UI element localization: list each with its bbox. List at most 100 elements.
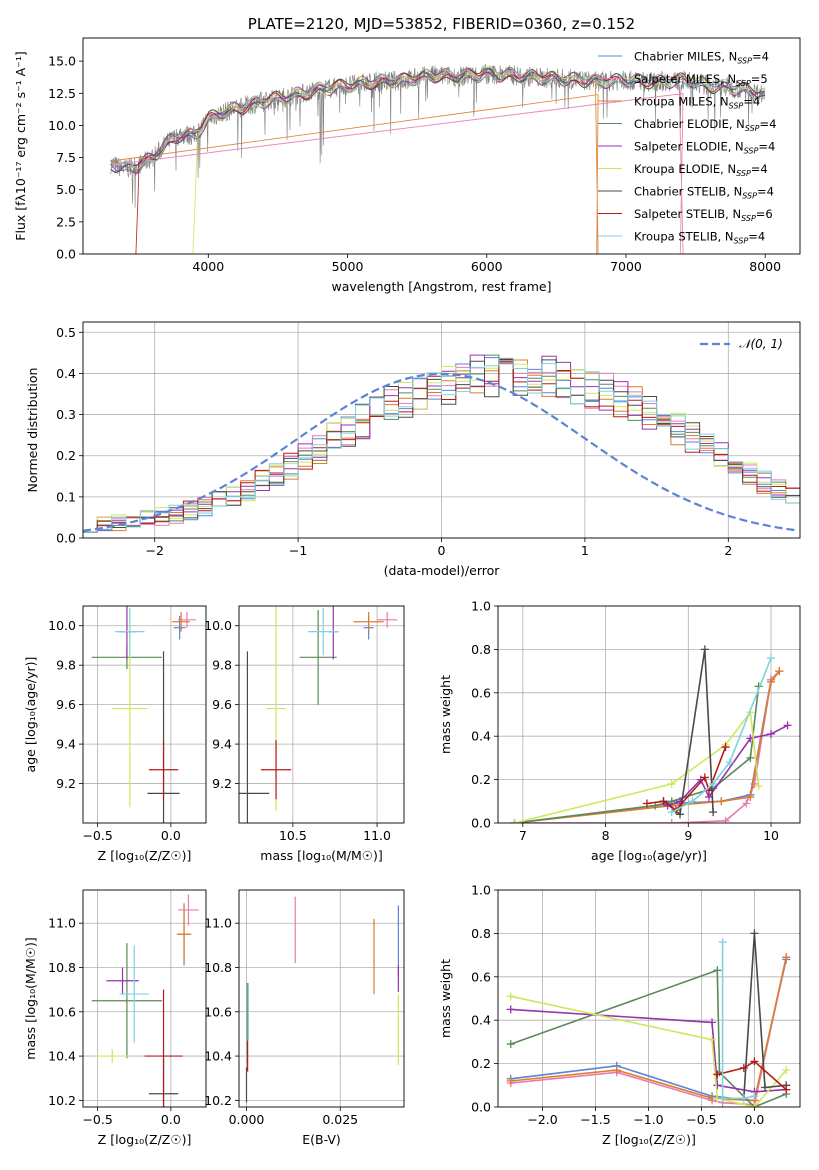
y-tick-label: 10.8 bbox=[204, 960, 232, 975]
y-tick-label: 10.0 bbox=[48, 618, 76, 633]
y-tick-label: 9.8 bbox=[212, 658, 232, 673]
legend-label-salpeter-miles: Salpeter MILES, NSSP=5 bbox=[634, 72, 768, 88]
y-tick-label: 10.8 bbox=[48, 960, 76, 975]
errorbar-kroupa-stelib bbox=[119, 945, 149, 1043]
weight-marker-chabrier-elodie bbox=[506, 1040, 515, 1049]
y-tick-label: 9.2 bbox=[56, 776, 76, 791]
legend-label-name: Salpeter MILES, N bbox=[634, 72, 736, 86]
legend-label-count: =4 bbox=[760, 117, 777, 131]
legend-label-name: Salpeter STELIB, N bbox=[634, 207, 741, 221]
weight-marker-kroupa-stelib bbox=[725, 758, 734, 767]
plot-area-age-vs-mass bbox=[239, 606, 404, 823]
errorbar-kroupa-stelib bbox=[115, 607, 145, 656]
panel-mass-vs-Z: −0.5 0.0 10.2 10.4 10.6 10.8 11.0 Z [log₁₀(Z/Z☉… bbox=[23, 889, 207, 1147]
legend-label-chabrier-miles: Chabrier MILES, NSSP=4 bbox=[634, 50, 769, 66]
legend-label-count: =4 bbox=[752, 50, 769, 64]
legend-label-chabrier-stelib: Chabrier STELIB, NSSP=4 bbox=[634, 185, 774, 201]
axes-frame bbox=[82, 321, 801, 539]
x-axis-label: age [log₁₀(age/yr)] bbox=[591, 848, 707, 863]
x-tick-label: 2 bbox=[724, 543, 732, 558]
x-tick-label: 7000 bbox=[610, 259, 642, 274]
plot-area-residuals bbox=[83, 322, 800, 538]
weight-marker-chabrier-stelib bbox=[709, 808, 718, 817]
weight-marker-salpeter-miles bbox=[750, 779, 759, 788]
errorbar-chabrier-stelib bbox=[239, 651, 270, 823]
weight-marker-salpeter-stelib bbox=[739, 1063, 748, 1072]
y-tick-label: 0.4 bbox=[471, 1013, 491, 1028]
legend-label-sub: SSP bbox=[744, 147, 759, 156]
weight-marker-salpeter-stelib bbox=[700, 773, 709, 782]
x-tick-label: 10 bbox=[763, 828, 779, 843]
y-tick-label: 0.1 bbox=[56, 489, 76, 504]
legend-label-sub: SSP bbox=[742, 192, 757, 201]
weight-marker-chabrier-elodie bbox=[713, 966, 722, 975]
y-tick-label: 0.0 bbox=[56, 531, 76, 546]
weight-marker-salpeter-miles bbox=[742, 799, 751, 808]
y-tick-label: 10.6 bbox=[48, 1004, 76, 1019]
y-tick-label: 10.0 bbox=[48, 118, 76, 133]
panel-spectrum: 4000 5000 6000 7000 8000 0.0 2.5 5.0 7.5 10.0 12.5… bbox=[13, 15, 801, 294]
weight-marker-salpeter-stelib bbox=[659, 797, 668, 806]
x-tick-label: 10.5 bbox=[279, 828, 307, 843]
x-tick-label: 0 bbox=[438, 543, 446, 558]
weight-marker-kroupa-miles bbox=[775, 667, 784, 676]
x-axis-label: Z [log₁₀(Z/Z☉)] bbox=[602, 1132, 696, 1147]
y-axis-label: Flux [fλ10⁻¹⁷ erg cm⁻² s⁻¹ A⁻¹] bbox=[13, 51, 28, 240]
errorbar-kroupa-elodie bbox=[94, 1049, 130, 1063]
weight-marker-kroupa-stelib bbox=[767, 654, 776, 663]
plot-area-mass-vs-EBV bbox=[239, 890, 404, 1107]
errorbar-kroupa-miles bbox=[172, 611, 190, 632]
chart-title: PLATE=2120, MJD=53852, FIBERID=0360, z=0… bbox=[248, 15, 635, 33]
x-tick-label: 6000 bbox=[471, 259, 503, 274]
weight-marker-chabrier-stelib bbox=[676, 810, 685, 819]
y-tick-label: 0.2 bbox=[471, 1056, 491, 1071]
y-tick-label: 10.6 bbox=[204, 1004, 232, 1019]
x-tick-label: 5000 bbox=[332, 259, 364, 274]
x-tick-label: −1.0 bbox=[633, 1112, 663, 1127]
x-tick-label: 8000 bbox=[749, 259, 781, 274]
errorbar-salpeter-stelib bbox=[260, 740, 292, 800]
gaussian-curve bbox=[83, 372, 798, 532]
panel-age-vs-mass: 10.5 11.0 9.2 9.4 9.6 9.8 10.0 mass [log₁₀(M/M☉… bbox=[204, 605, 405, 863]
y-tick-label: 12.5 bbox=[48, 86, 76, 101]
axes-frame bbox=[238, 889, 405, 1108]
y-tick-label: 0.5 bbox=[56, 325, 76, 340]
legend-label-count: =4 bbox=[757, 185, 774, 199]
y-tick-label: 10.0 bbox=[204, 618, 232, 633]
weight-marker-kroupa-miles bbox=[746, 792, 755, 801]
weight-marker-kroupa-miles bbox=[612, 1066, 621, 1075]
panel-residuals: −2 −1 0 1 2 0.0 0.1 0.2 0.3 0.4 0.5 (data-model)/er… bbox=[25, 321, 801, 578]
x-tick-label: −1 bbox=[289, 543, 307, 558]
x-tick-label: 7 bbox=[519, 828, 527, 843]
legend-label-name: Salpeter ELODIE, N bbox=[634, 140, 744, 154]
legend-label-count: =4 bbox=[758, 140, 775, 154]
axes-frame bbox=[82, 889, 207, 1108]
model-spectrum-salpeter-stelib bbox=[135, 67, 766, 254]
x-tick-label: −2.0 bbox=[527, 1112, 557, 1127]
y-tick-label: 0.4 bbox=[56, 366, 76, 381]
legend-label-salpeter-elodie: Salpeter ELODIE, NSSP=4 bbox=[634, 140, 775, 156]
weight-line-chabrier-elodie bbox=[514, 686, 760, 823]
weight-marker-kroupa-stelib bbox=[688, 797, 697, 806]
plot-area-spectrum bbox=[109, 63, 766, 254]
y-tick-label: 5.0 bbox=[56, 182, 76, 197]
model-spectrum-chabrier-stelib bbox=[110, 67, 765, 174]
y-tick-label: 0.6 bbox=[471, 969, 491, 984]
y-tick-label: 1.0 bbox=[471, 599, 491, 614]
x-tick-label: −0.5 bbox=[82, 1112, 112, 1127]
errorbar-salpeter-elodie bbox=[106, 967, 139, 995]
weight-marker-salpeter-stelib bbox=[713, 1070, 722, 1079]
axes-frame bbox=[497, 605, 801, 824]
errorbar-chabrier-elodie bbox=[299, 609, 337, 705]
x-tick-label: −0.5 bbox=[686, 1112, 716, 1127]
weight-marker-salpeter-stelib bbox=[721, 743, 730, 752]
y-axis-label: age [log₁₀(age/yr)] bbox=[23, 657, 38, 773]
y-axis-label: mass weight bbox=[438, 959, 453, 1038]
x-tick-label: 0.0 bbox=[161, 828, 181, 843]
legend-label-sub: SSP bbox=[734, 237, 749, 246]
x-tick-label: 9 bbox=[684, 828, 692, 843]
weight-marker-salpeter-elodie bbox=[708, 1018, 717, 1027]
errorbar-kroupa-miles bbox=[353, 611, 384, 632]
y-tick-label: 0.2 bbox=[471, 772, 491, 787]
plot-area-age-vs-Z bbox=[83, 606, 206, 823]
